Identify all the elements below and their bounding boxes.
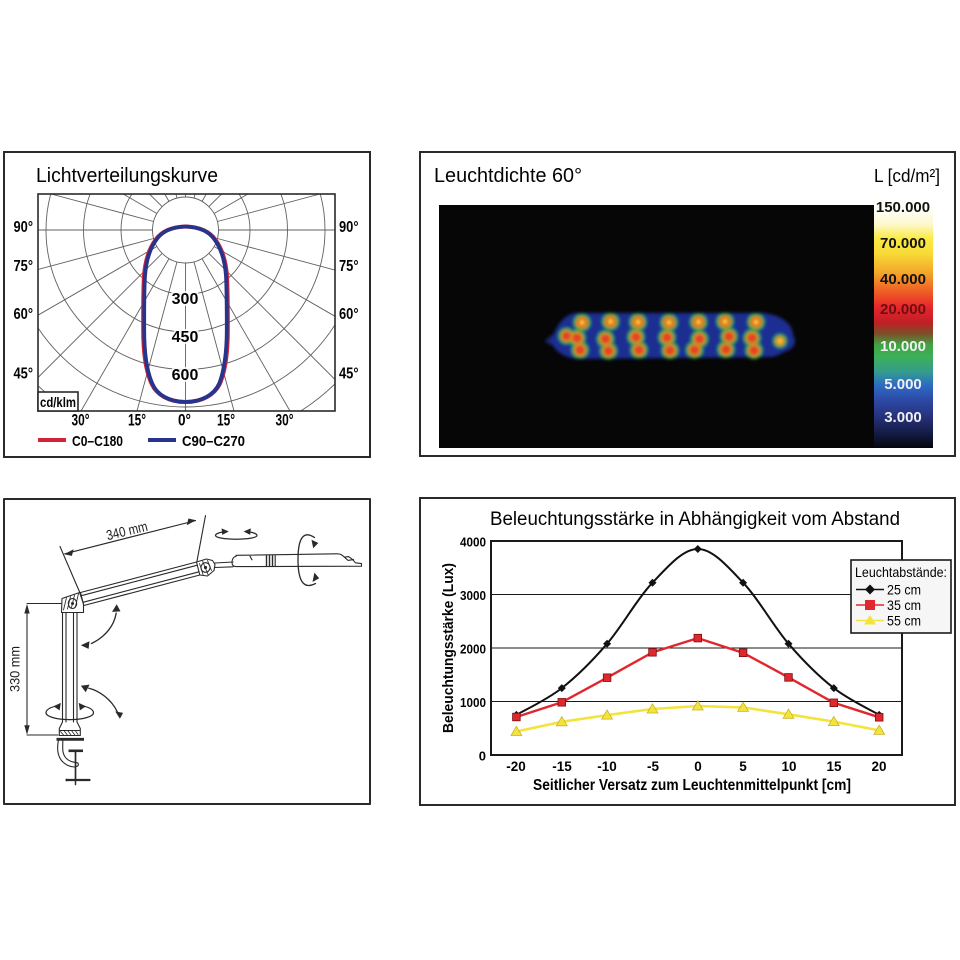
- svg-text:60°: 60°: [14, 306, 34, 323]
- svg-text:450: 450: [172, 329, 199, 346]
- svg-text:Beleuchtungsstärke in Abhängig: Beleuchtungsstärke in Abhängigkeit vom A…: [490, 508, 900, 530]
- svg-text:Beleuchtungsstärke (Lux): Beleuchtungsstärke (Lux): [440, 563, 457, 733]
- svg-text:300: 300: [172, 291, 199, 308]
- svg-text:0: 0: [479, 749, 486, 764]
- svg-text:Leuchtdichte 60°: Leuchtdichte 60°: [434, 165, 582, 187]
- svg-text:Lichtverteilungskurve: Lichtverteilungskurve: [36, 165, 218, 187]
- svg-text:330 mm: 330 mm: [7, 646, 23, 692]
- svg-text:5: 5: [739, 759, 747, 774]
- svg-text:15: 15: [826, 759, 842, 774]
- svg-text:5.000: 5.000: [884, 376, 922, 393]
- svg-text:30°: 30°: [72, 412, 90, 430]
- svg-text:3000: 3000: [460, 588, 486, 603]
- svg-text:2000: 2000: [460, 642, 486, 657]
- svg-text:45°: 45°: [14, 366, 34, 383]
- svg-text:450: 450: [172, 329, 199, 346]
- svg-text:35 cm: 35 cm: [887, 597, 921, 613]
- svg-text:90°: 90°: [339, 219, 359, 236]
- svg-text:-10: -10: [597, 759, 617, 774]
- svg-text:75°: 75°: [339, 258, 359, 275]
- svg-text:cd/klm: cd/klm: [40, 395, 76, 410]
- svg-text:0°: 0°: [178, 412, 191, 430]
- svg-text:600: 600: [172, 367, 199, 384]
- svg-text:70.000: 70.000: [880, 235, 926, 252]
- svg-text:-15: -15: [552, 759, 572, 774]
- svg-text:0: 0: [694, 759, 702, 774]
- svg-text:55 cm: 55 cm: [887, 613, 921, 629]
- svg-text:15°: 15°: [128, 412, 146, 430]
- svg-text:3.000: 3.000: [884, 409, 922, 426]
- svg-text:10.000: 10.000: [880, 338, 926, 355]
- svg-text:Leuchtabstände:: Leuchtabstände:: [855, 564, 947, 580]
- svg-text:Seitlicher Versatz zum Leuchte: Seitlicher Versatz zum Leuchtenmittelpun…: [533, 777, 851, 794]
- svg-text:20: 20: [871, 759, 886, 774]
- svg-text:L [cd/m²]: L [cd/m²]: [874, 165, 940, 186]
- svg-text:60°: 60°: [339, 306, 359, 323]
- svg-text:25 cm: 25 cm: [887, 582, 921, 598]
- svg-text:20.000: 20.000: [880, 301, 926, 318]
- svg-text:15°: 15°: [217, 412, 235, 430]
- svg-text:1000: 1000: [460, 695, 486, 710]
- svg-text:300: 300: [172, 291, 199, 308]
- svg-text:C0–C180: C0–C180: [72, 433, 123, 450]
- svg-text:75°: 75°: [14, 258, 34, 275]
- svg-text:10: 10: [781, 759, 796, 774]
- svg-text:-20: -20: [506, 759, 526, 774]
- svg-text:600: 600: [172, 367, 199, 384]
- svg-text:40.000: 40.000: [880, 271, 926, 288]
- svg-text:45°: 45°: [339, 366, 359, 383]
- svg-text:C90–C270: C90–C270: [182, 433, 245, 450]
- svg-text:4000: 4000: [460, 535, 486, 550]
- svg-text:-5: -5: [647, 759, 659, 774]
- svg-text:90°: 90°: [14, 219, 34, 236]
- svg-text:150.000: 150.000: [876, 199, 930, 216]
- svg-text:30°: 30°: [276, 412, 294, 430]
